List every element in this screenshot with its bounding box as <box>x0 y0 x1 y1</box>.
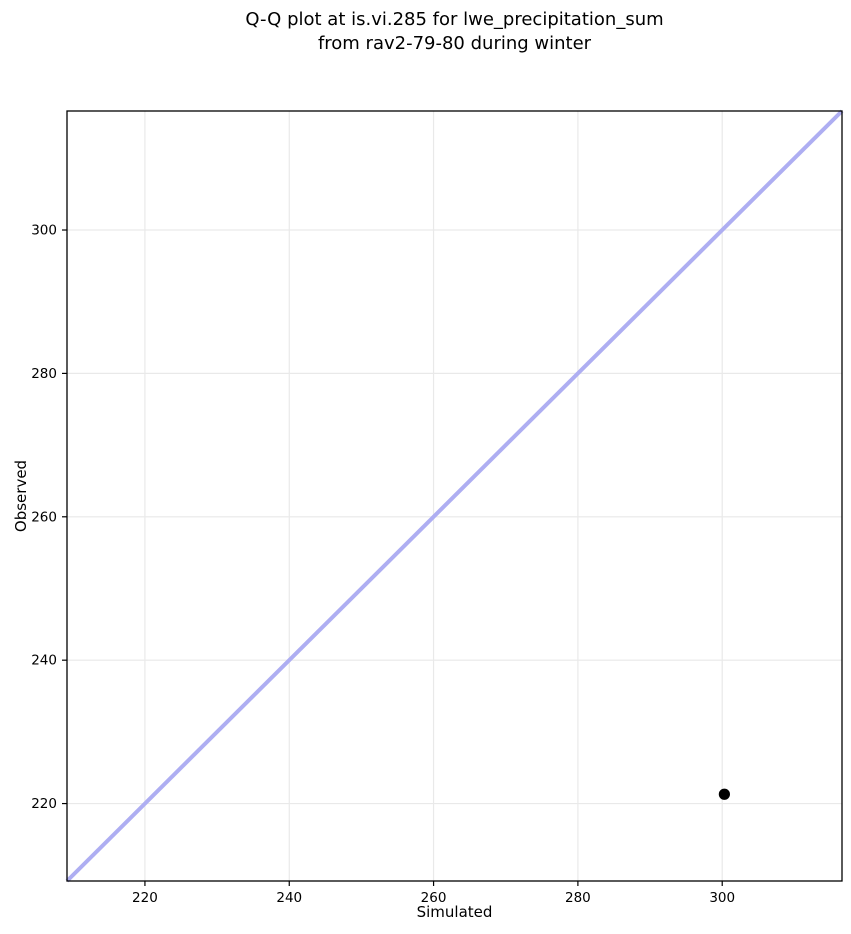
x-tick-label: 240 <box>276 890 302 906</box>
y-axis-label: Observed <box>12 459 30 533</box>
x-tick-label: 300 <box>709 890 735 906</box>
x-tick-label: 260 <box>421 890 447 906</box>
chart-title-line-1: Q-Q plot at is.vi.285 for lwe_precipitat… <box>245 9 664 30</box>
x-axis-label: Simulated <box>416 903 493 921</box>
y-tick-label: 220 <box>31 796 57 812</box>
x-tick-label: 280 <box>565 890 591 906</box>
y-tick-label: 260 <box>31 509 57 525</box>
y-tick-label: 240 <box>31 653 57 669</box>
data-point <box>718 788 730 800</box>
chart-title-line-2: from rav2-79-80 during winter <box>317 33 592 54</box>
identity-line <box>65 109 844 883</box>
y-tick-label: 280 <box>31 366 57 382</box>
x-tick-label: 220 <box>132 890 158 906</box>
y-tick-label: 300 <box>31 223 57 239</box>
axes-spines <box>66 110 843 882</box>
chart-title: Q-Q plot at is.vi.285 for lwe_precipitat… <box>67 8 842 56</box>
